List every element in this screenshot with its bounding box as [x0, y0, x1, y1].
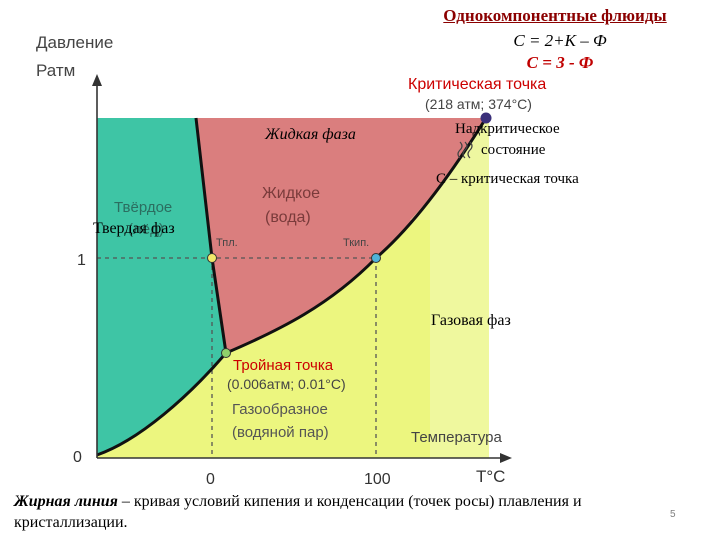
solid-label-2: (лёд): [128, 221, 164, 238]
overlay-solid-phase: Твердая фаз: [93, 220, 175, 237]
sublimation-curve: [96, 352, 228, 457]
y-axis-title-1: Давление: [36, 33, 113, 52]
critical-point-dot: [480, 112, 492, 124]
solid-label-1: Твёрдое: [114, 199, 172, 216]
gas-label-1: Газообразное: [232, 401, 328, 418]
critical-point-values: (218 атм; 374°C): [425, 96, 532, 112]
overlay-supercritical-1: Надкритическое: [455, 121, 560, 137]
caption: Жирная линия – кривая условий кипения и …: [14, 491, 674, 533]
slide-title: Однокомпонентные флюиды: [443, 6, 667, 25]
caption-bold: Жирная линия: [14, 493, 118, 510]
gibbs-rule-general: С = 2+К – Ф: [513, 31, 607, 50]
y-tick-0: 0: [73, 449, 82, 466]
solid-region: [97, 118, 226, 455]
x-axis-arrow: [500, 453, 512, 463]
boiling-temp-label: Ткип.: [343, 237, 369, 249]
triple-point-dot: [221, 348, 231, 358]
gibbs-rule-specific: С = 3 - Ф: [526, 53, 594, 72]
overlay-c-critical: С – критическая точка: [436, 171, 579, 187]
supercritical-wave-icon: [457, 141, 473, 159]
boiling-point-dot: [371, 253, 381, 263]
x-axis-unit: T°C: [476, 467, 505, 486]
liquid-label-2: (вода): [265, 209, 311, 226]
liquid-label-1: Жидкое: [262, 185, 320, 202]
liquid-region: [196, 118, 486, 353]
y-axis-title-2: Ратм: [36, 61, 75, 80]
supercritical-region: [410, 118, 489, 220]
x-tick-100: 100: [364, 471, 391, 488]
gas-label-2: (водяной пар): [232, 424, 329, 441]
y-tick-1: 1: [77, 252, 86, 269]
x-tick-0: 0: [206, 471, 215, 488]
melting-point-dot: [207, 253, 217, 263]
melting-temp-label: Тпл.: [216, 237, 238, 249]
overlay-gas-phase: Газовая фаз: [431, 312, 511, 329]
page-number: 5: [670, 509, 676, 520]
triple-point-title: Тройная точка: [233, 357, 334, 374]
overlay-supercritical-2: состояние: [481, 142, 546, 158]
overlay-liquid-phase: Жидкая фаза: [264, 126, 356, 143]
critical-point-title: Критическая точка: [408, 76, 546, 93]
triple-point-values: (0.006атм; 0.01°C): [227, 376, 346, 392]
caption-text: – кривая условий кипения и конденсации (…: [14, 493, 582, 531]
y-axis-arrow: [92, 74, 102, 86]
x-axis-title: Температура: [411, 429, 503, 446]
